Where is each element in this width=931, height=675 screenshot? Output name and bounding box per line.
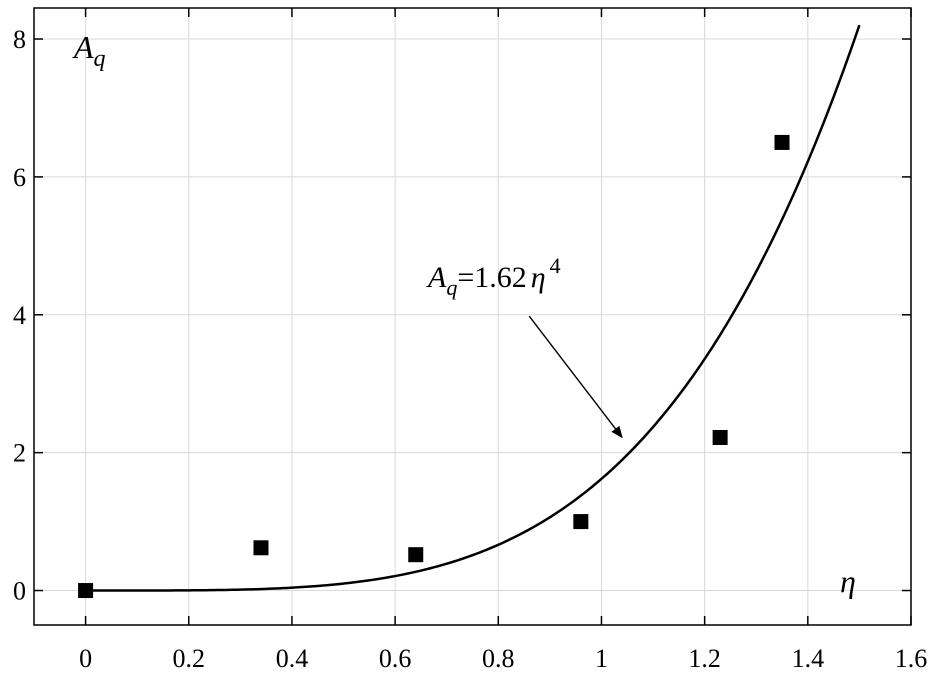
x-tick-label: 1.6 bbox=[895, 644, 928, 673]
x-tick-label: 0.6 bbox=[379, 644, 412, 673]
data-point bbox=[712, 429, 728, 445]
data-point bbox=[78, 583, 94, 599]
fit-equation-label: Aq=1.62 η 4 bbox=[426, 253, 561, 300]
y-tick-label: 4 bbox=[13, 301, 26, 330]
x-tick-labels: 0 0.2 0.4 0.6 0.8 1 1.2 1.4 1.6 bbox=[79, 644, 927, 673]
y-tick-labels: 0 2 4 6 8 bbox=[13, 25, 26, 606]
y-axis-symbol: A bbox=[72, 29, 94, 65]
x-tick-label: 0.4 bbox=[276, 644, 309, 673]
fit-label-symbol: A bbox=[426, 261, 447, 294]
fit-label-rhs: =1.62 bbox=[457, 261, 526, 294]
data-points bbox=[78, 134, 790, 599]
data-point bbox=[573, 514, 589, 530]
fit-label-subscript: q bbox=[446, 275, 457, 300]
y-tick-label: 8 bbox=[13, 25, 26, 54]
annotation-arrow bbox=[528, 315, 623, 439]
data-point bbox=[408, 547, 424, 563]
data-point bbox=[253, 540, 269, 556]
fit-label-var: η bbox=[531, 261, 546, 294]
fit-curve bbox=[85, 24, 861, 592]
y-tick-label: 2 bbox=[13, 439, 26, 468]
x-axis-label: η bbox=[840, 563, 856, 599]
axis-ticks bbox=[34, 8, 912, 625]
grid-lines bbox=[34, 8, 912, 625]
x-tick-label: 1 bbox=[595, 644, 608, 673]
y-tick-label: 6 bbox=[13, 163, 26, 192]
x-tick-label: 1.2 bbox=[688, 644, 721, 673]
plot-frame bbox=[33, 7, 912, 626]
x-tick-label: 0.8 bbox=[482, 644, 515, 673]
x-tick-label: 0.2 bbox=[173, 644, 206, 673]
data-point bbox=[774, 134, 790, 150]
x-tick-label: 1.4 bbox=[792, 644, 825, 673]
fit-label-power: 4 bbox=[550, 253, 561, 278]
x-tick-label: 0 bbox=[79, 644, 92, 673]
y-tick-label: 0 bbox=[13, 577, 26, 606]
y-axis-subscript: q bbox=[94, 46, 106, 72]
y-axis-label: Aq bbox=[72, 29, 106, 72]
